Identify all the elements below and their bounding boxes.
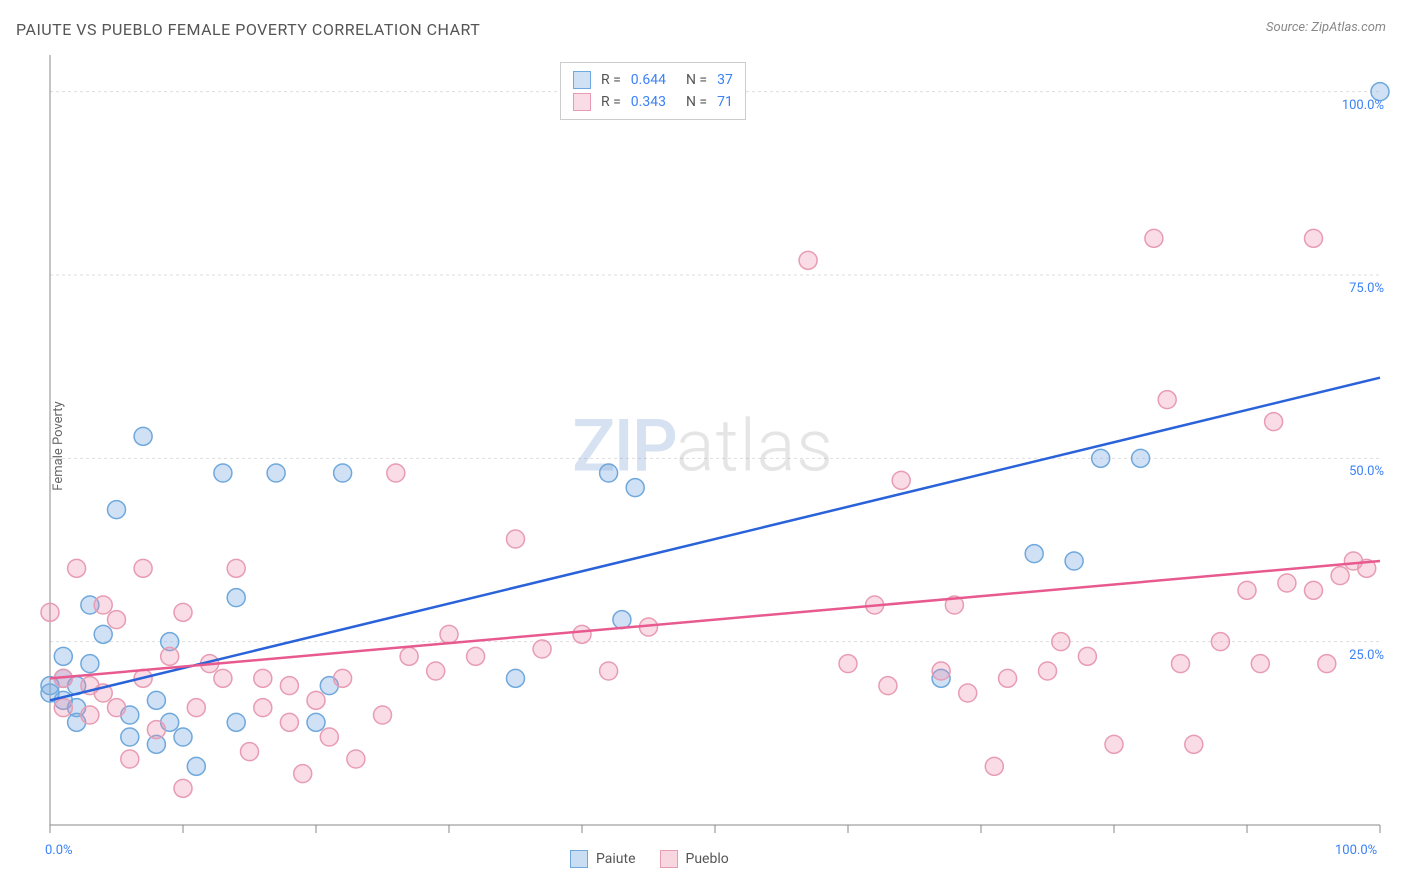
y-tick-label: 50.0%: [1349, 464, 1384, 479]
stat-n-label: N =: [686, 94, 707, 110]
legend-item: Pueblo: [660, 850, 729, 868]
stat-r-label: R =: [601, 94, 621, 110]
stat-r-value: 0.343: [631, 94, 666, 110]
stats-row: R = 0.644 N = 37: [573, 69, 733, 91]
y-tick-label: 25.0%: [1349, 648, 1384, 663]
stat-n-value: 71: [717, 94, 733, 110]
y-tick-label: 75.0%: [1349, 281, 1384, 296]
stat-n-label: N =: [686, 72, 707, 88]
stat-n-value: 37: [717, 72, 733, 88]
series-legend: Paiute Pueblo: [570, 850, 729, 868]
series-swatch: [573, 71, 591, 89]
series-swatch: [573, 93, 591, 111]
correlation-stats-box: R = 0.644 N = 37 R = 0.343 N = 71: [560, 62, 746, 120]
y-tick-label: 100.0%: [1342, 98, 1384, 113]
stats-row: R = 0.343 N = 71: [573, 91, 733, 113]
x-tick-label-right: 100.0%: [1335, 843, 1377, 858]
legend-label: Pueblo: [686, 851, 729, 867]
stat-r-value: 0.644: [631, 72, 666, 88]
stat-r-label: R =: [601, 72, 621, 88]
legend-swatch: [570, 850, 588, 868]
legend-swatch: [660, 850, 678, 868]
legend-item: Paiute: [570, 850, 636, 868]
x-tick-label-left: 0.0%: [45, 843, 73, 858]
legend-label: Paiute: [596, 851, 636, 867]
scatter-chart: [0, 0, 1406, 892]
